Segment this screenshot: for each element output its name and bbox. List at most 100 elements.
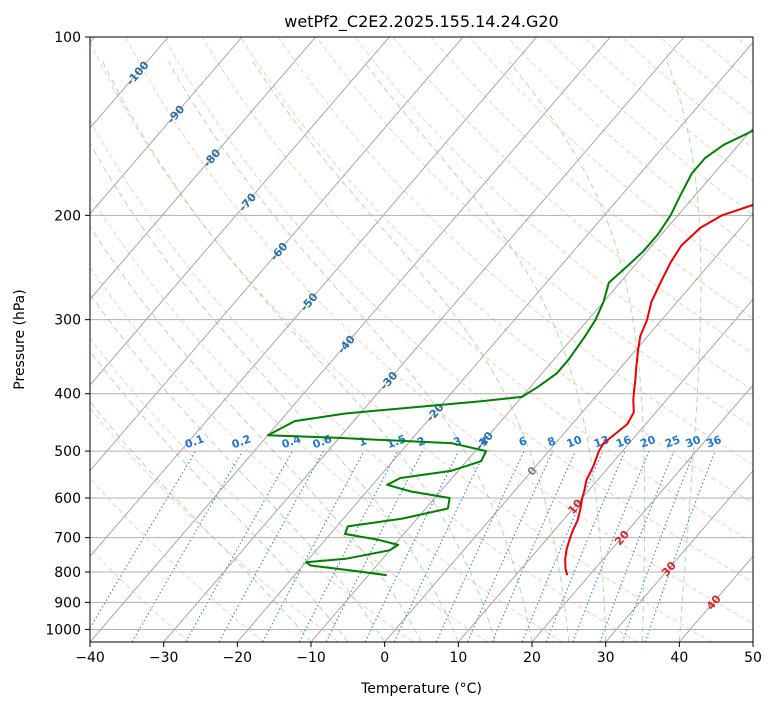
dry-adiabat — [659, 37, 753, 116]
x-axis-title: Temperature (°C) — [360, 681, 482, 697]
moist-adiabat — [90, 293, 386, 642]
mixing-ratio-line — [621, 450, 695, 642]
mixing-ratio-line — [185, 450, 293, 642]
isotherm-line — [90, 37, 316, 301]
mixing-ratio-label: 10 — [565, 433, 584, 451]
dry-adiabat — [621, 37, 753, 149]
x-tick-label: 30 — [597, 650, 615, 666]
isotherm-line — [90, 37, 611, 642]
y-axis-title: Pressure (hPa) — [12, 289, 28, 389]
x-tick-label: −20 — [223, 650, 253, 666]
mixing-ratio-line — [572, 450, 650, 642]
y-tick-label: 800 — [54, 565, 81, 581]
mixing-ratio-label: 1.5 — [385, 432, 408, 451]
mixing-ratio-label: 25 — [663, 433, 682, 450]
mixing-ratio-line — [262, 450, 365, 642]
isotherm-line — [163, 37, 685, 642]
temperature-line — [564, 203, 753, 576]
mixing-ratio-label: 3 — [452, 434, 464, 449]
x-tick-label: 10 — [449, 650, 467, 666]
isotherm-line — [236, 41, 753, 642]
profile-lines — [266, 129, 753, 577]
dry-adiabat — [90, 40, 712, 642]
dry-adiabat — [277, 37, 753, 466]
mixing-ratio-line — [393, 450, 486, 642]
y-tick-label: 600 — [54, 491, 81, 507]
moist-adiabat — [168, 61, 533, 642]
mixing-ratio-line — [644, 450, 716, 642]
mixing-ratio-line — [131, 450, 244, 642]
dry-adiabat — [316, 37, 753, 428]
background-lines — [90, 31, 775, 642]
chart-title: wetPf2_C2E2.2025.155.14.24.G20 — [284, 12, 558, 32]
x-axis: −40 −30 −20 −10 0 10 20 30 40 50 — [75, 642, 762, 666]
mixing-ratio-label: 1 — [357, 434, 369, 449]
dry-adiabat — [354, 37, 753, 391]
isotherm-line — [90, 37, 537, 558]
mixing-ratio-line — [521, 450, 604, 642]
dry-adiabat — [90, 194, 563, 642]
mixing-ratio-line — [466, 450, 554, 642]
dry-adiabat — [239, 37, 753, 504]
isotherm-labels: 0.1 0.2 0.4 0.6 1 1.5 2 3 4 6 8 10 13 16 20 25 30 36-100-… — [124, 58, 724, 612]
isotherm-line — [605, 469, 753, 642]
plot-frame — [89, 36, 754, 643]
y-tick-label: 700 — [54, 531, 81, 547]
isotherm-line — [384, 213, 753, 642]
dry-adiabat — [468, 37, 753, 284]
isotherm-line — [90, 37, 243, 215]
y-axis: 100 200 300 400 500 600 700 800 900 1000 — [45, 30, 90, 638]
y-tick-label: 900 — [54, 595, 81, 611]
moist-adiabat — [508, 61, 646, 642]
y-tick-label: 500 — [54, 444, 81, 460]
mixing-ratio-line — [298, 450, 399, 642]
x-tick-label: −30 — [149, 650, 179, 666]
mixing-ratio-label: 6 — [517, 434, 529, 449]
dry-adiabat — [125, 37, 753, 624]
dry-adiabat — [767, 31, 775, 642]
mixing-ratio-line — [599, 450, 675, 642]
mixing-ratio-label: 8 — [546, 434, 558, 449]
y-tick-label: 300 — [54, 313, 81, 329]
dry-adiabat — [90, 477, 264, 642]
dry-adiabat — [90, 119, 638, 642]
isotherm-label: -100 — [124, 58, 152, 88]
dry-adiabat — [583, 37, 753, 182]
x-tick-label: −10 — [296, 650, 326, 666]
mixing-ratio-label: 13 — [592, 433, 611, 450]
y-tick-label: 100 — [54, 30, 81, 46]
isotherm-line — [90, 37, 390, 386]
x-tick-label: −40 — [75, 650, 105, 666]
moist-adiabat — [252, 61, 570, 642]
y-tick-label: 1000 — [45, 622, 81, 638]
mixing-ratio-label: 0.1 — [183, 432, 206, 451]
moist-adiabat — [90, 142, 459, 642]
isotherm-line — [90, 37, 464, 472]
moist-adiabat — [90, 225, 422, 642]
y-tick-label: 200 — [54, 208, 81, 224]
mixing-ratio-line — [325, 450, 423, 642]
isotherm-line — [310, 127, 753, 642]
dry-adiabat — [392, 37, 753, 355]
dry-adiabat — [90, 266, 488, 642]
dry-adiabat — [163, 37, 753, 583]
mixing-ratio-label: 36 — [704, 433, 723, 451]
moist-adiabat — [90, 350, 349, 642]
dewpoint-line — [266, 129, 753, 577]
mixing-ratio-line — [491, 450, 576, 642]
mixing-ratio-label: 16 — [614, 433, 633, 451]
moist-adiabat — [666, 61, 702, 642]
dry-adiabat — [697, 37, 753, 84]
dry-adiabat — [544, 37, 753, 216]
moist-adiabat — [102, 61, 496, 642]
mixing-ratio-label: 4 — [478, 434, 490, 449]
x-tick-label: 50 — [744, 650, 762, 666]
isotherm-line — [531, 384, 753, 642]
x-tick-label: 0 — [380, 650, 389, 666]
isotherm-line — [457, 298, 753, 642]
y-tick-label: 400 — [54, 387, 81, 403]
dry-adiabat — [506, 37, 753, 250]
isotherm-line — [752, 641, 753, 642]
x-tick-label: 20 — [523, 650, 541, 666]
